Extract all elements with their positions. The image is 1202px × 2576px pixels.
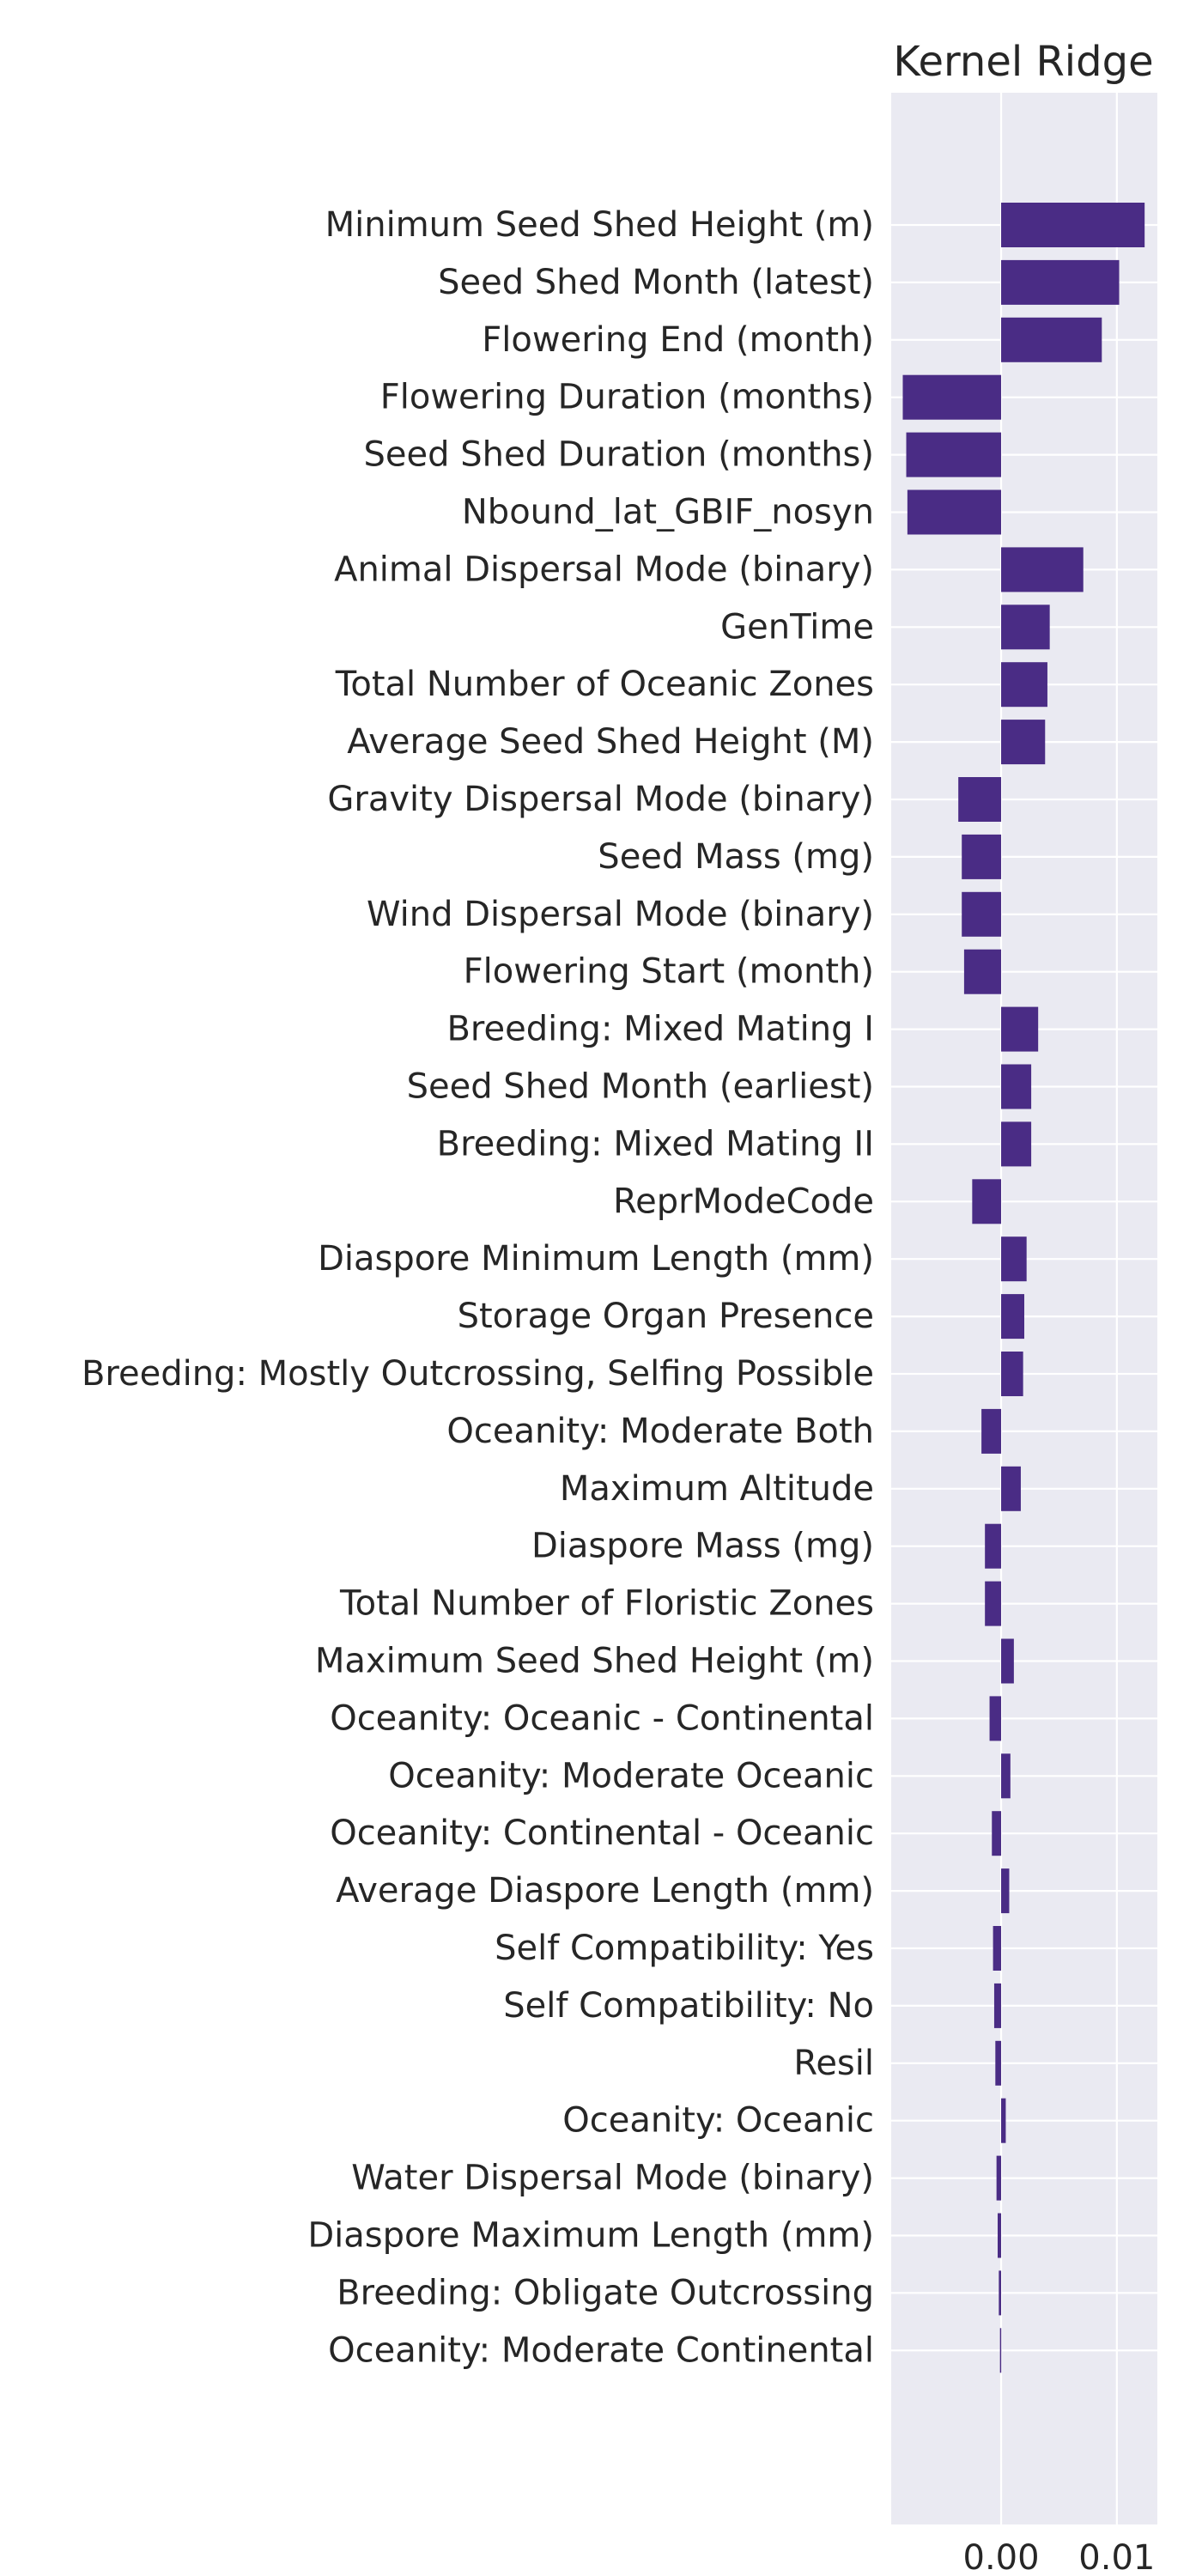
category-label: Wind Dispersal Mode (binary) [367,895,874,934]
bar [1001,547,1084,592]
category-label: Maximum Seed Shed Height (m) [315,1642,874,1681]
bar [1001,1121,1032,1167]
category-label: Seed Shed Duration (months) [364,435,875,475]
bar [1001,317,1102,362]
category-label: Water Dispersal Mode (binary) [351,2159,874,2198]
bar [1001,1638,1014,1684]
category-label: Oceanity: Moderate Continental [328,2330,874,2370]
bar [1001,1868,1010,1914]
category-label: Oceanity: Oceanic [562,2101,874,2141]
category-label: Seed Shed Month (latest) [438,263,874,302]
category-label: ReprModeCode [613,1182,874,1221]
category-label: Breeding: Mixed Mating II [437,1124,874,1163]
category-label: Flowering Duration (months) [380,378,874,417]
bar [907,489,1002,535]
bar [963,949,1002,994]
category-label: Nbound_lat_GBIF_nosyn [462,493,874,532]
bar [999,2328,1002,2373]
bar [1001,203,1145,247]
bar [962,834,1002,879]
bars [902,203,1145,2373]
category-label: GenTime [720,607,874,647]
bar [1001,662,1047,708]
bar [985,1581,1002,1626]
bar [999,2270,1002,2316]
bar [993,1926,1002,1971]
category-label: Gravity Dispersal Mode (binary) [327,780,874,819]
bar [995,2040,1002,2086]
bar [1001,1064,1032,1109]
category-label: Oceanity: Continental - Oceanic [330,1814,874,1853]
category-label: Average Seed Shed Height (M) [347,722,874,762]
bar [1001,605,1050,650]
category-labels: Minimum Seed Shed Height (m) Seed Shed Mo… [82,205,874,2370]
category-label: Total Number of Floristic Zones [339,1584,874,1624]
category-label: Flowering End (month) [482,320,874,360]
bar [996,2155,1002,2201]
bar [906,432,1002,477]
bar [981,1408,1002,1454]
category-label: Breeding: Mostly Outcrossing, Selfing Po… [82,1354,874,1394]
category-label: Breeding: Obligate Outcrossing [337,2273,874,2312]
category-label: Oceanity: Moderate Both [446,1412,874,1451]
category-label: Flowering Start (month) [464,952,874,992]
category-label: Diaspore Maximum Length (mm) [307,2216,874,2256]
category-label: Total Number of Oceanic Zones [335,665,874,704]
bar [1001,720,1046,765]
bar [1001,1466,1021,1511]
bar [972,1179,1002,1224]
category-label: Self Compatibility: No [503,1986,874,2026]
bar [992,1811,1002,1856]
category-label: Animal Dispersal Mode (binary) [334,550,874,589]
x-tick-label: 0.01 [1078,2538,1155,2576]
category-label: Minimum Seed Shed Height (m) [325,205,874,245]
bar [989,1696,1002,1741]
bar [958,777,1002,822]
bar [1001,1352,1023,1396]
category-label: Diaspore Minimum Length (mm) [318,1239,874,1279]
bar [1001,2098,1006,2143]
category-label: Breeding: Mixed Mating I [446,1010,874,1049]
x-tick-label: 0.00 [963,2538,1040,2576]
chart-title: Kernel Ridge [893,38,1153,86]
category-label: Storage Organ Presence [458,1297,874,1336]
bar [998,2213,1002,2258]
bar [962,891,1002,937]
bar [1001,1294,1024,1340]
category-label: Average Diaspore Length (mm) [336,1871,874,1911]
category-label: Maximum Altitude [560,1469,874,1509]
category-label: Oceanity: Oceanic - Continental [330,1698,874,1738]
category-label: Self Compatibility: Yes [495,1929,874,1968]
bar [985,1523,1002,1569]
category-label: Oceanity: Moderate Oceanic [388,1756,874,1795]
bar [1001,1236,1027,1282]
category-label: Seed Mass (mg) [598,837,874,877]
bar [1001,1753,1011,1799]
category-label: Resil [793,2044,874,2083]
category-label: Seed Shed Month (earliest) [407,1067,874,1107]
category-label: Diaspore Mass (mg) [531,1527,874,1566]
bar [1001,259,1120,305]
x-tick-labels: 0.00 0.01 [963,2538,1156,2576]
bar [1001,1006,1039,1052]
bar [993,1983,1002,2028]
bar [902,374,1002,420]
